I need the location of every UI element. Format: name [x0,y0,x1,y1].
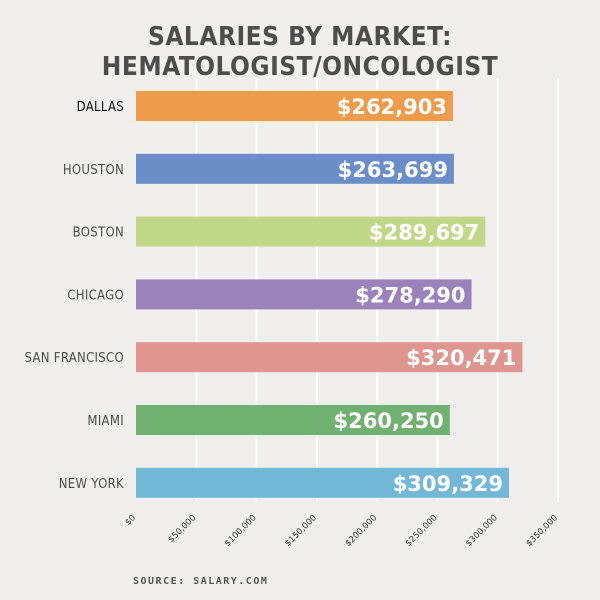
x-tick-label: $100,000 [223,513,259,549]
category-label: DALLAS [77,100,124,115]
category-label: SAN FRANCISCO [24,351,124,366]
data-label: $262,903 [337,95,447,119]
x-tick-label: $50,000 [166,513,198,545]
x-tick-label: $0 [123,513,138,528]
x-tick-label: $200,000 [344,513,380,549]
bar [136,153,454,184]
bar [136,216,486,247]
bar [136,467,509,498]
category-label: MIAMI [87,414,124,429]
bar [136,91,453,121]
data-label: $309,329 [393,472,503,496]
data-label: $289,697 [369,221,479,245]
data-label: $278,290 [355,283,465,307]
chart-title: SALARIES BY MARKET: HEMATOLOGIST/ONCOLOG… [101,22,499,82]
bar [136,342,523,373]
x-tick-label: $250,000 [404,513,440,549]
bar [136,279,472,310]
data-label: $320,471 [406,346,516,370]
data-label: $263,699 [338,158,448,182]
chart-source: SOURCE: SALARY.COM [133,576,269,587]
category-label: BOSTON [73,226,124,241]
x-tick-label: $300,000 [464,513,500,549]
category-label: NEW YORK [59,477,124,492]
x-tick-label: $150,000 [283,513,319,549]
bar [136,405,450,435]
x-tick-label: $350,000 [524,513,560,549]
category-label: HOUSTON [63,163,124,178]
data-label: $260,250 [334,409,444,433]
category-label: CHICAGO [67,288,124,303]
